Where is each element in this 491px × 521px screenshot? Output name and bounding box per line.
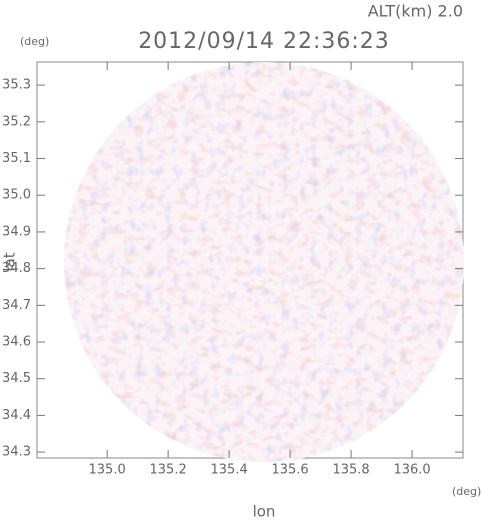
y-tick-label: 34.7 <box>2 298 31 313</box>
y-tick-label: 34.6 <box>2 335 31 350</box>
y-tick-label: 34.8 <box>2 261 31 276</box>
x-axis-label: lon <box>253 503 276 521</box>
y-tick-label: 34.3 <box>2 445 31 460</box>
altitude-label: ALT(km) 2.0 <box>368 2 463 21</box>
x-tick-label: 135.4 <box>211 463 248 478</box>
y-tick-label: 35.1 <box>2 151 31 166</box>
chart-title: 2012/09/14 22:36:23 <box>138 29 390 54</box>
y-unit: (deg) <box>20 35 49 48</box>
radar-field <box>64 62 464 462</box>
y-tick-label: 35.3 <box>2 78 31 93</box>
x-tick-label: 135.8 <box>332 463 369 478</box>
x-tick-label: 135.2 <box>150 463 187 478</box>
y-tick-label: 34.9 <box>2 224 31 239</box>
x-tick-label: 135.6 <box>271 463 308 478</box>
y-tick-label: 35.2 <box>2 114 31 129</box>
x-unit: (deg) <box>452 485 481 498</box>
y-tick-label: 34.4 <box>2 408 31 423</box>
y-axis-label: lat <box>1 252 19 271</box>
x-tick-label: 135.0 <box>89 463 126 478</box>
x-tick-label: 136.0 <box>393 463 430 478</box>
y-tick-label: 34.5 <box>2 371 31 386</box>
y-tick-label: 35.0 <box>2 188 31 203</box>
